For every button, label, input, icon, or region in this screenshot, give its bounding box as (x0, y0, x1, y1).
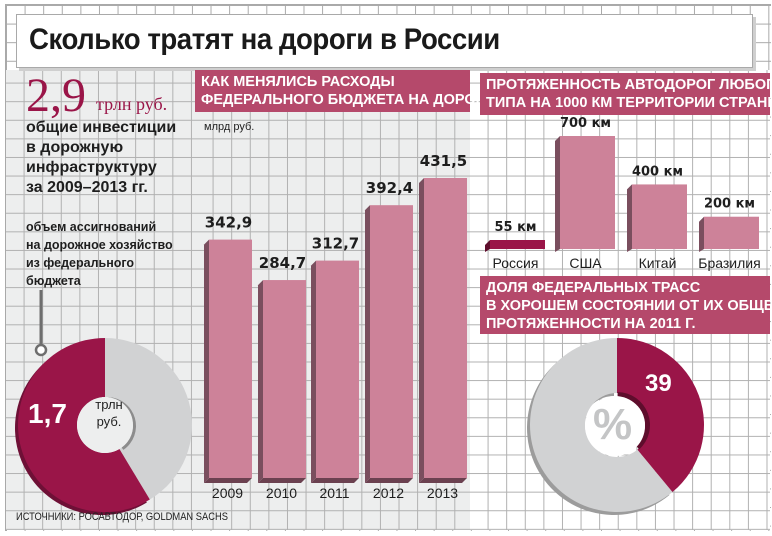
budget-bar (316, 260, 359, 478)
donut-slice-federal (18, 338, 150, 512)
roads-bar-side (485, 240, 490, 252)
budget-bar (263, 280, 306, 478)
roads-bar-side (627, 184, 632, 252)
assignment-line: объем ассигнований (26, 220, 157, 234)
donut-hole (585, 396, 645, 456)
roads-country-label: Бразилия (698, 255, 760, 271)
roads-bar (632, 184, 687, 249)
budget-bar-side (204, 239, 209, 483)
header-line: В ХОРОШЕМ СОСТОЯНИИ ОТ ИХ ОБЩЕЙ (486, 298, 772, 314)
budget-bar-value-label: 431,5 (420, 152, 467, 170)
roads-bar-value-label: 55 км (494, 220, 536, 235)
roads-bar (560, 136, 615, 249)
roads-bar-value-label: 700 км (560, 116, 611, 131)
budget-unit-label: млрд руб. (204, 121, 255, 133)
budget-bar-value-label: 312,7 (312, 235, 359, 253)
roads-country-label: Россия (493, 255, 539, 271)
header-line: КАК МЕНЯЛИСЬ РАСХОДЫ (201, 74, 395, 90)
page-title: Сколько тратят на дороги в России (29, 23, 500, 56)
budget-bar-side (419, 178, 424, 483)
assignment-description: объем ассигнований на дорожное хозяйство… (26, 218, 173, 290)
budget-year-label: 2012 (373, 485, 404, 501)
sources-note: ИСТОЧНИКИ: РОСАВТОДОР, GOLDMAN SACHS (16, 511, 229, 523)
donut-slice-good-condition (617, 338, 704, 493)
assignment-line: бюджета (26, 274, 81, 288)
roads-bar-value-label: 200 км (704, 197, 755, 212)
header-line: ФЕДЕРАЛЬНОГО БЮДЖЕТА НА ДОРОГИ (201, 92, 495, 108)
roads-bar (704, 216, 759, 249)
roads-chart-header: ПРОТЯЖЕННОСТЬ АВТОДОРОГ ЛЮБОГО ТИПА НА 1… (480, 73, 772, 115)
budget-bar-value-label: 284,7 (259, 254, 306, 272)
budget-bar-side (258, 280, 263, 483)
donut-inner-shadow (617, 392, 651, 450)
budget-bar-bottom (311, 478, 359, 483)
investment-description: общие инвестиции в дорожную инфраструкту… (26, 118, 176, 198)
title-box: Сколько тратят на дороги в России (16, 14, 753, 68)
budget-bar-side (311, 260, 316, 483)
donut-slice-remainder (105, 338, 193, 500)
header-line: ТИПА НА 1000 КМ ТЕРРИТОРИИ СТРАНЫ (486, 95, 772, 111)
budget-bar-bottom (419, 478, 467, 483)
donut-unit-label: трлн руб. (92, 396, 126, 430)
assignment-line: на дорожное хозяйство (26, 238, 173, 252)
budget-bar-bottom (204, 478, 252, 483)
donut-slice-remainder (530, 338, 673, 513)
assignment-line: из федерального (26, 256, 135, 270)
percent-symbol: % (593, 400, 633, 449)
header-line: ПРОТЯЖЕННОСТЬ АВТОДОРОГ ЛЮБОГО (486, 77, 772, 93)
budget-year-label: 2013 (427, 485, 458, 501)
header-line: ДОЛЯ ФЕДЕРАЛЬНЫХ ТРАСС (486, 280, 701, 296)
budget-bar-value-label: 392,4 (366, 179, 413, 197)
callout-dot (34, 343, 48, 357)
budget-bar-bottom (365, 478, 413, 483)
investment-line: инфраструктуру (26, 159, 157, 176)
budget-bar (209, 239, 252, 478)
header-line: ПРОТЯЖЕННОСТИ НА 2011 Г. (486, 316, 696, 332)
budget-chart-header: КАК МЕНЯЛИСЬ РАСХОДЫ ФЕДЕРАЛЬНОГО БЮДЖЕТ… (195, 70, 495, 112)
total-investment-unit: трлн руб. (96, 94, 168, 114)
donut-hole (77, 397, 133, 453)
budget-bar-side (365, 205, 370, 483)
roads-bar-side (699, 216, 704, 252)
share-value-label: 39 (645, 370, 672, 397)
budget-year-label: 2011 (319, 485, 349, 501)
roads-country-label: Китай (639, 255, 677, 271)
roads-country-label: США (569, 255, 602, 271)
investment-line: за 2009–2013 гг. (26, 179, 148, 196)
donut-unit-line: трлн (95, 397, 123, 412)
investment-line: общие инвестиции (26, 119, 177, 136)
budget-bar-value-label: 342,9 (205, 214, 252, 232)
budget-bar (370, 205, 413, 478)
budget-bar-bottom (258, 478, 306, 483)
roads-bar-side (555, 136, 560, 252)
investment-line: в дорожную (26, 139, 124, 156)
budget-year-label: 2010 (266, 485, 297, 501)
roads-bar-value-label: 400 км (632, 164, 683, 179)
roads-bar (490, 240, 545, 249)
donut-value-label: 1,7 (28, 398, 67, 429)
donut-unit-line: руб. (96, 414, 122, 429)
donut-inner-shadow (108, 397, 136, 450)
total-investment-value: 2,9 (26, 69, 86, 122)
budget-year-label: 2009 (212, 485, 243, 501)
highway-share-header: ДОЛЯ ФЕДЕРАЛЬНЫХ ТРАСС В ХОРОШЕМ СОСТОЯН… (480, 276, 772, 334)
budget-bar (424, 178, 467, 478)
